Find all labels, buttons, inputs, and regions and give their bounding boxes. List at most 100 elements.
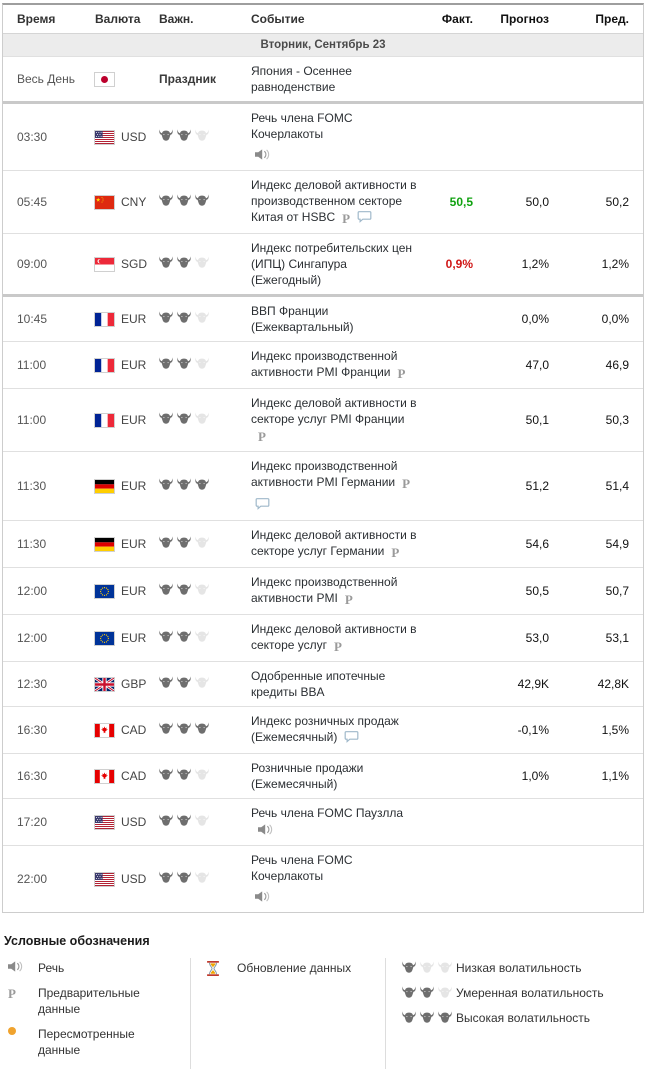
event-cell: Индекс деловой активности в секторе услу…	[237, 389, 427, 451]
bull-icon-active	[402, 1011, 416, 1026]
bull-icon-active	[177, 536, 191, 552]
forecast-value: 1,0%	[521, 769, 549, 783]
event-title[interactable]: Индекс деловой активности в секторе услу…	[251, 622, 417, 652]
flag-cn-icon	[95, 195, 114, 209]
event-title[interactable]: Одобренные ипотечные кредиты BBA	[251, 669, 386, 699]
preliminary-data-icon: P	[342, 211, 351, 226]
bull-icon-active	[177, 722, 191, 738]
bull-icon-active	[159, 583, 173, 599]
previous-value: 0,0%	[601, 312, 629, 326]
bull-icon-active	[177, 871, 191, 887]
event-row: 12:00 EUR Индекс производственной активнос…	[3, 567, 643, 614]
event-title[interactable]: ВВП Франции (Ежеквартальный)	[251, 304, 354, 334]
legend-item: Пересмотренные данные	[8, 1026, 180, 1058]
bull-icon-active	[195, 722, 209, 738]
bull-icon-inactive	[195, 357, 209, 373]
event-cell: Индекс розничных продаж (Ежемесячный)	[237, 707, 427, 753]
importance-cell	[145, 188, 237, 216]
col-header-importance: Важн.	[159, 12, 194, 26]
event-title[interactable]: Индекс розничных продаж (Ежемесячный)	[251, 714, 399, 744]
importance-cell	[145, 250, 237, 278]
event-title[interactable]: Индекс деловой активности в производстве…	[251, 178, 417, 224]
forecast-value: 47,0	[525, 358, 549, 372]
event-cell: Розничные продажи (Ежемесячный)	[237, 754, 427, 798]
legend-icon: P	[8, 985, 38, 1002]
bull-icon-active	[438, 1011, 452, 1026]
preliminary-data-icon: P	[397, 366, 406, 381]
bull-icon-active	[159, 412, 173, 428]
importance-cell	[145, 624, 237, 652]
legend-label: Низкая волатильность	[456, 961, 582, 975]
previous-value	[563, 816, 643, 828]
importance-cell	[145, 577, 237, 605]
forecast-value	[487, 873, 563, 885]
bull-icon-active	[177, 814, 191, 830]
previous-value: 50,2	[605, 195, 629, 209]
importance-bulls	[159, 357, 209, 373]
date-header-row: Вторник, Сентябрь 23	[3, 33, 643, 56]
bull-icon-active	[177, 194, 191, 210]
legend-columns: Речь P Предварительные данные Пересмотренны…	[2, 958, 644, 1069]
event-title[interactable]: Индекс производственной активности PMI	[251, 575, 398, 605]
bull-icon-active	[177, 676, 191, 692]
event-time: 11:00	[17, 358, 47, 372]
holiday-label: Праздник	[159, 72, 216, 86]
actual-value	[427, 678, 487, 690]
preliminary-data-icon: P	[344, 592, 353, 607]
currency-cell: EUR	[81, 577, 146, 605]
speech-icon	[255, 148, 271, 164]
actual-value	[427, 770, 487, 782]
legend-volatility-bulls	[402, 1011, 452, 1026]
actual-value: 50,5	[449, 195, 473, 209]
comment-bubble-icon[interactable]	[255, 497, 270, 514]
event-row: 12:00 EUR Индекс деловой активности в сект…	[3, 614, 643, 661]
flag-us-icon	[95, 130, 114, 144]
legend-label: Умеренная волатильность	[456, 986, 604, 1000]
event-icon-line	[253, 496, 419, 514]
importance-bulls	[159, 129, 209, 145]
currency-cell: EUR	[81, 472, 146, 500]
actual-value	[427, 414, 487, 426]
previous-value: 50,7	[605, 584, 629, 598]
event-title[interactable]: Речь члена FOMC Паузлла	[251, 806, 404, 820]
importance-cell	[145, 351, 237, 379]
actual-value	[427, 73, 487, 85]
event-cell: Индекс потребительских цен (ИПЦ) Сингапу…	[237, 234, 427, 294]
event-title[interactable]: Индекс производственной активности PMI Г…	[251, 459, 398, 489]
event-time: 09:00	[17, 257, 48, 271]
currency-cell	[81, 67, 145, 92]
currency-code: USD	[121, 872, 147, 886]
event-title[interactable]: Индекс деловой активности в секторе услу…	[251, 396, 417, 426]
forecast-value: 50,5	[525, 584, 549, 598]
comment-bubble-icon[interactable]	[357, 210, 372, 227]
event-cell: ВВП Франции (Ежеквартальный)	[237, 297, 427, 341]
bull-icon-inactive	[195, 536, 209, 552]
comment-bubble-icon[interactable]	[344, 730, 359, 747]
event-title[interactable]: Индекс производственной активности PMI Ф…	[251, 349, 398, 379]
flag-sg-icon	[95, 257, 114, 271]
bull-icon-active	[420, 986, 434, 1001]
legend: Условные обозначения Речь P Предварительны…	[2, 930, 644, 1075]
event-title[interactable]: Индекс деловой активности в секторе услу…	[251, 528, 417, 558]
currency-code: EUR	[121, 312, 147, 326]
previous-value	[563, 873, 643, 885]
event-title[interactable]: Япония - Осеннее равноденствие	[251, 64, 352, 94]
bull-icon-inactive	[438, 986, 452, 1001]
event-title[interactable]: Речь члена FOMC Кочерлакоты	[251, 111, 353, 141]
currency-cell: EUR	[81, 530, 146, 558]
currency-code: SGD	[121, 257, 148, 271]
speech-icon	[258, 823, 274, 839]
importance-cell	[145, 762, 237, 790]
event-cell: Речь члена FOMC Кочерлакоты	[237, 104, 427, 170]
event-cell: Индекс производственной активности PMI Г…	[237, 452, 427, 520]
event-time: 12:00	[17, 584, 48, 598]
event-title[interactable]: Индекс потребительских цен (ИПЦ) Сингапу…	[251, 241, 413, 287]
previous-value: 54,9	[605, 537, 629, 551]
actual-value	[427, 632, 487, 644]
currency-cell: CAD	[81, 762, 146, 790]
forecast-value: 50,0	[525, 195, 549, 209]
event-time: 16:30	[17, 769, 48, 783]
event-title[interactable]: Речь члена FOMC Кочерлакоты	[251, 853, 353, 883]
event-title[interactable]: Розничные продажи (Ежемесячный)	[251, 761, 364, 791]
flag-gb-icon	[95, 677, 114, 691]
